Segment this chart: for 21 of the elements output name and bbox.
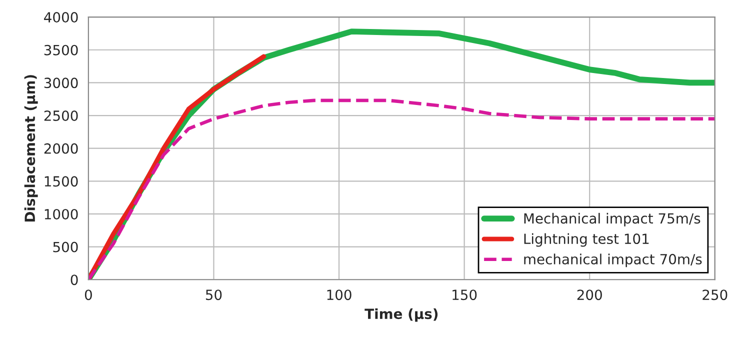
- legend-label: mechanical impact 70m/s: [524, 254, 702, 268]
- x-tick-label: 50: [206, 290, 222, 300]
- y-tick-label: 4000: [44, 12, 78, 23]
- y-tick-label: 3500: [44, 44, 78, 56]
- y-tick-label: 1000: [44, 208, 78, 220]
- line-series: [88, 54, 266, 280]
- y-tick-label: 0: [70, 274, 78, 286]
- y-tick-label: 2500: [44, 110, 78, 121]
- x-tick-label: 150: [452, 290, 477, 300]
- legend-label: Lightning test 101: [524, 233, 649, 247]
- x-tick-label: 0: [84, 290, 92, 300]
- x-axis-title: Time (µs): [364, 308, 438, 322]
- x-tick-label: 100: [327, 290, 352, 300]
- y-tick-label: 500: [53, 242, 78, 252]
- y-tick-label: 3000: [44, 78, 78, 88]
- x-tick-label: 250: [702, 290, 728, 300]
- legend-label: Mechanical impact 75m/s: [524, 212, 700, 226]
- y-tick-label: 2000: [44, 143, 78, 154]
- x-tick-label: 200: [577, 290, 602, 300]
- y-axis-title: Displacement (µm): [24, 75, 38, 222]
- y-tick-label: 1500: [44, 176, 78, 187]
